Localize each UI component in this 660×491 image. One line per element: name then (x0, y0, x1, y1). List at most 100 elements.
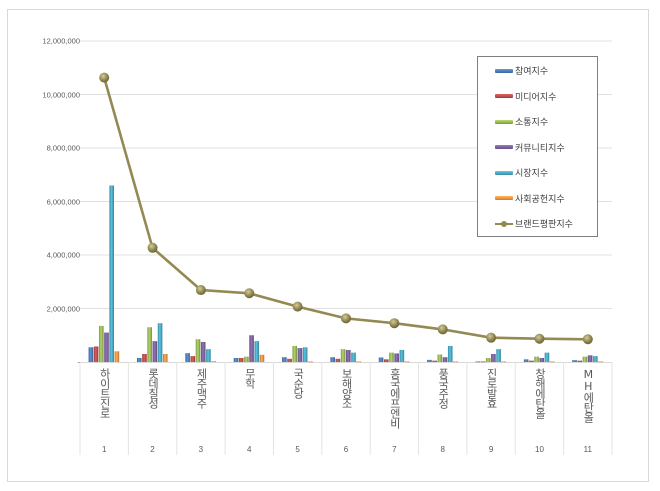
x-category-label: MH에탄올 (581, 368, 595, 422)
line-marker (389, 318, 400, 329)
x-category-label: 국순당 (291, 368, 305, 398)
bar-소통지수 (534, 356, 539, 362)
bar-시장지수 (254, 341, 260, 362)
bar-사회공헌지수 (453, 361, 458, 363)
line-marker (292, 301, 303, 312)
bar-소통지수 (340, 349, 346, 362)
bar-소통지수 (389, 352, 394, 362)
x-category-label: 하이트진로 (98, 368, 112, 418)
bar-미디어지수 (142, 353, 147, 362)
bar-커뮤니티지수 (104, 332, 109, 362)
bar-사회공헌지수 (259, 354, 265, 362)
bar-커뮤니티지수 (539, 357, 545, 362)
bar-커뮤니티지수 (297, 348, 303, 362)
bar-커뮤니티지수 (442, 357, 448, 362)
legend-swatch-icon (495, 170, 513, 175)
bar-시장지수 (496, 349, 501, 362)
bar-커뮤니티지수 (394, 353, 399, 362)
legend-swatch-icon (495, 68, 513, 73)
legend-line-marker-icon (495, 220, 513, 228)
bar-시장지수 (544, 352, 550, 362)
bar-참여지수 (330, 357, 335, 362)
bar-참여지수 (572, 360, 577, 362)
legend-label: 브랜드평판지수 (515, 220, 573, 230)
legend-label: 커뮤니티지수 (515, 143, 565, 154)
bar-참여지수 (282, 357, 287, 362)
x-category-label: 풍국주정 (436, 368, 450, 408)
bar-사회공헌지수 (211, 361, 216, 362)
legend-item: 커뮤니티지수 (495, 141, 565, 154)
bar-소통지수 (147, 327, 152, 362)
legend-item: 미디어지수 (495, 90, 556, 103)
bar-미디어지수 (93, 346, 99, 362)
x-category-number: 9 (488, 445, 494, 454)
bar-소통지수 (98, 325, 104, 362)
bar-미디어지수 (335, 358, 341, 362)
bar-시장지수 (593, 356, 598, 362)
bar-시장지수 (302, 347, 308, 362)
bar-미디어지수 (383, 359, 389, 362)
bar-커뮤니티지수 (346, 349, 351, 362)
x-category-label: 진로발효 (485, 368, 499, 408)
bar-미디어지수 (190, 356, 196, 362)
bar-소통지수 (195, 339, 201, 362)
bar-미디어지수 (287, 358, 292, 362)
bar-시장지수 (109, 185, 114, 362)
y-tick-label: 6,000,000 (46, 197, 80, 206)
x-category-number: 2 (150, 445, 155, 454)
y-tick-label: 4,000,000 (46, 250, 80, 260)
bar-참여지수 (233, 357, 239, 362)
legend-label: 미디어지수 (515, 92, 557, 103)
bar-참여지수 (88, 347, 94, 362)
bar-사회공헌지수 (114, 351, 120, 362)
bar-미디어지수 (577, 360, 583, 362)
bar-커뮤니티지수 (491, 353, 496, 362)
bar-참여지수 (185, 353, 190, 362)
legend-item: 브랜드평판지수 (495, 217, 573, 230)
x-category-label: 제주맥주 (194, 368, 208, 408)
bar-사회공헌지수 (549, 361, 555, 363)
x-category-label: 무학 (243, 368, 257, 388)
bar-참여지수 (475, 361, 481, 363)
y-tick-label: 2,000,000 (46, 304, 80, 313)
legend-item: 참여지수 (495, 64, 548, 77)
legend-swatch-icon (495, 94, 513, 98)
y-tick-label: 8,000,000 (46, 143, 80, 153)
x-category-number: 3 (198, 445, 204, 454)
line-marker (534, 333, 545, 344)
x-category-number: 8 (440, 445, 445, 454)
bar-사회공헌지수 (404, 361, 410, 363)
legend-label: 참여지수 (515, 67, 549, 77)
bar-사회공헌지수 (501, 361, 507, 363)
line-marker (341, 313, 351, 324)
line-marker (99, 72, 110, 83)
bar-참여지수 (136, 357, 142, 362)
bar-참여지수 (523, 359, 529, 362)
x-category-label: 보해양조 (340, 368, 353, 408)
bar-커뮤니티지수 (200, 341, 206, 362)
bar-소통지수 (582, 356, 588, 362)
bar-커뮤니티지수 (587, 355, 593, 362)
line-marker (195, 285, 206, 296)
y-tick-label: - (77, 357, 81, 367)
bar-시장지수 (351, 352, 356, 362)
bar-시장지수 (447, 345, 453, 362)
x-category-label: 롯데칠성 (146, 368, 160, 408)
x-category-number: 4 (247, 445, 252, 454)
x-category-number: 1 (101, 445, 107, 454)
bar-미디어지수 (432, 360, 437, 362)
bar-참여지수 (427, 359, 432, 362)
line-marker (147, 242, 158, 253)
bar-소통지수 (292, 345, 298, 362)
line-marker (244, 288, 255, 299)
legend-label: 사회공헌지수 (515, 194, 565, 205)
legend: 참여지수 미디어지수 소통지수 커뮤니티지수 시장지수 사회공헌지수 브랜드평판지수 (477, 56, 598, 237)
x-category-label: 흥국에프엔비 (388, 368, 402, 428)
bar-커뮤니티지수 (249, 335, 254, 362)
bar-사회공헌지수 (356, 361, 361, 363)
x-category-number: 5 (295, 445, 300, 454)
bar-시장지수 (157, 323, 163, 362)
bar-커뮤니티지수 (152, 341, 158, 362)
x-category-number: 11 (583, 445, 592, 454)
